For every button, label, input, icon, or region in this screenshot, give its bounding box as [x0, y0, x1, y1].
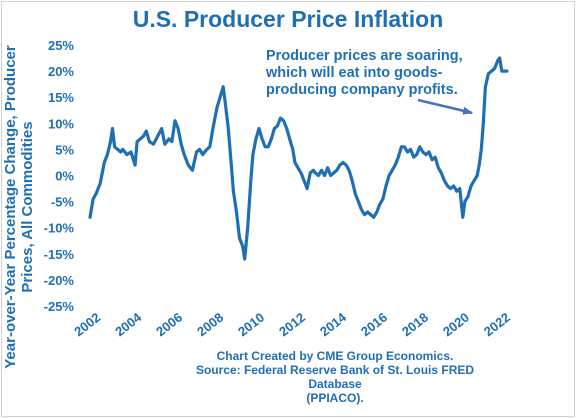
x-tick-label: 2002: [71, 310, 103, 340]
y-tick-label: 20%: [48, 64, 74, 79]
x-tick-label: 2016: [358, 310, 390, 340]
x-tick-label: 2012: [276, 310, 308, 340]
footnote-line-2: Source: Federal Reserve Bank of St. Loui…: [195, 363, 475, 391]
y-tick-label: -25%: [44, 299, 75, 314]
annotation-arrow: [417, 98, 474, 115]
chart-title: U.S. Producer Price Inflation: [132, 6, 444, 32]
footnote-line-3: (PPIACO).: [306, 391, 364, 405]
y-tick-label: -10%: [44, 221, 75, 236]
y-tick-label: 0%: [55, 169, 74, 184]
footnote: Chart Created by CME Group Economics. So…: [170, 349, 500, 405]
y-tick-label: -5%: [51, 195, 75, 210]
annotation-line: producing company profits.: [266, 82, 458, 98]
y-tick-label: 15%: [48, 90, 74, 105]
y-tick-label: 25%: [48, 38, 74, 53]
y-axis-ticks: 25% 20% 15% 10% 5% 0% -5% -10% -15% -20% -25%: [44, 38, 75, 314]
x-axis-ticks: 2002 2004 2006 2008 2010 2012 2014 2016 2018 2020…: [71, 309, 513, 339]
x-tick-label: 2006: [153, 310, 185, 340]
footnote-line-1: Chart Created by CME Group Economics.: [216, 349, 454, 363]
annotation: Producer prices are soaring,which will e…: [265, 48, 474, 115]
x-tick-label: 2018: [399, 310, 431, 340]
x-tick-label: 2020: [440, 310, 472, 340]
y-tick-label: 10%: [48, 116, 74, 131]
y-tick-label: 5%: [55, 142, 74, 157]
annotation-line: Producer prices are soaring,: [266, 48, 463, 64]
y-tick-label: -15%: [44, 247, 75, 262]
ppi-yoy-line: [88, 56, 509, 261]
x-tick-label: 2022: [481, 310, 513, 340]
x-tick-label: 2004: [112, 309, 145, 339]
x-tick-label: 2008: [194, 310, 226, 340]
y-tick-label: -20%: [44, 273, 75, 288]
annotation-line: which will eat into goods-: [265, 65, 443, 81]
x-tick-label: 2010: [235, 310, 267, 340]
x-tick-label: 2014: [317, 309, 350, 339]
